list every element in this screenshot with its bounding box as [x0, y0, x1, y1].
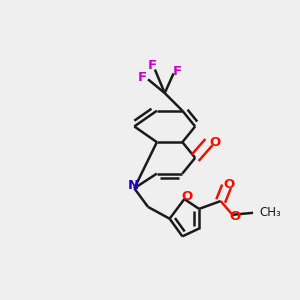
Text: F: F [147, 59, 157, 73]
Text: O: O [209, 136, 220, 148]
Text: F: F [138, 71, 147, 84]
Text: O: O [224, 178, 235, 191]
Text: N: N [127, 179, 138, 192]
Text: F: F [172, 65, 182, 79]
Text: CH₃: CH₃ [260, 206, 281, 219]
Text: O: O [182, 190, 193, 203]
Text: O: O [230, 210, 241, 223]
